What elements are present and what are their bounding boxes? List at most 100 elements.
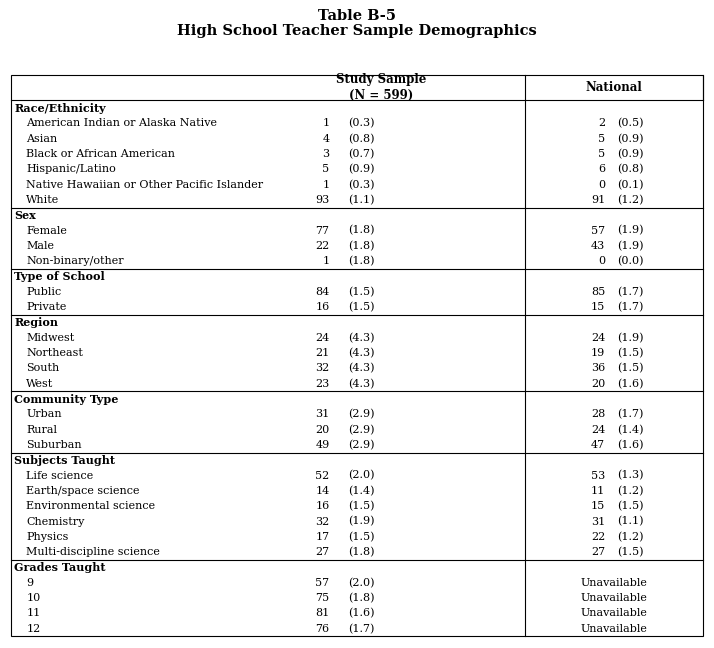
Text: Public: Public	[26, 287, 61, 297]
Text: (1.4): (1.4)	[348, 486, 375, 496]
Text: 0: 0	[598, 179, 605, 190]
Text: Midwest: Midwest	[26, 333, 75, 343]
Text: 12: 12	[26, 623, 41, 634]
Text: (1.8): (1.8)	[348, 241, 375, 251]
Text: (1.8): (1.8)	[348, 226, 375, 236]
Text: Male: Male	[26, 241, 54, 251]
Text: 2: 2	[598, 119, 605, 128]
Text: Urban: Urban	[26, 410, 62, 419]
Text: 49: 49	[315, 440, 329, 450]
Text: (0.5): (0.5)	[618, 118, 644, 128]
Text: Non-binary/other: Non-binary/other	[26, 256, 124, 266]
Text: (1.5): (1.5)	[348, 286, 375, 297]
Text: (1.7): (1.7)	[618, 302, 644, 312]
Text: (0.9): (0.9)	[618, 149, 644, 159]
Text: Environmental science: Environmental science	[26, 501, 156, 511]
Text: (1.9): (1.9)	[618, 332, 644, 343]
Text: 3: 3	[322, 149, 329, 159]
Text: 76: 76	[316, 623, 329, 634]
Text: (1.1): (1.1)	[618, 516, 644, 527]
Text: (1.8): (1.8)	[348, 256, 375, 266]
Text: (1.5): (1.5)	[618, 547, 644, 557]
Text: (2.9): (2.9)	[348, 440, 375, 450]
Text: Earth/space science: Earth/space science	[26, 486, 140, 496]
Text: (4.3): (4.3)	[348, 348, 375, 358]
Text: 1: 1	[322, 119, 329, 128]
Text: (0.8): (0.8)	[618, 164, 644, 174]
Text: Sex: Sex	[14, 210, 36, 221]
Text: American Indian or Alaska Native: American Indian or Alaska Native	[26, 119, 218, 128]
Text: (1.1): (1.1)	[348, 195, 375, 205]
Text: 1: 1	[322, 179, 329, 190]
Text: 32: 32	[315, 516, 329, 527]
Text: (0.0): (0.0)	[618, 256, 644, 266]
Text: 5: 5	[598, 149, 605, 159]
Text: (1.6): (1.6)	[348, 608, 375, 619]
Text: (1.2): (1.2)	[618, 486, 644, 496]
Text: (0.8): (0.8)	[348, 133, 375, 144]
Text: 31: 31	[591, 516, 605, 527]
Text: Black or African American: Black or African American	[26, 149, 176, 159]
Text: (1.4): (1.4)	[618, 424, 644, 435]
Text: (1.5): (1.5)	[348, 501, 375, 511]
Text: Unavailable: Unavailable	[580, 593, 648, 603]
Text: (1.5): (1.5)	[618, 364, 644, 373]
Text: 9: 9	[26, 578, 34, 588]
Text: (2.0): (2.0)	[348, 577, 375, 588]
Text: Unavailable: Unavailable	[580, 578, 648, 588]
Text: 84: 84	[315, 287, 329, 297]
Text: Physics: Physics	[26, 532, 69, 542]
Text: 24: 24	[315, 333, 329, 343]
Text: (1.5): (1.5)	[618, 348, 644, 358]
Text: 53: 53	[591, 470, 605, 481]
Text: 28: 28	[591, 410, 605, 419]
Text: 0: 0	[598, 256, 605, 266]
Text: 85: 85	[591, 287, 605, 297]
Text: (1.6): (1.6)	[618, 378, 644, 389]
Text: (1.2): (1.2)	[618, 531, 644, 542]
Text: (0.3): (0.3)	[348, 118, 375, 128]
Text: 31: 31	[315, 410, 329, 419]
Text: 11: 11	[26, 608, 41, 618]
Text: West: West	[26, 378, 54, 389]
Text: 47: 47	[591, 440, 605, 450]
Text: Study Sample: Study Sample	[336, 73, 426, 86]
Text: (0.3): (0.3)	[348, 179, 375, 190]
Text: 20: 20	[315, 424, 329, 435]
Text: (1.7): (1.7)	[618, 409, 644, 419]
Text: (4.3): (4.3)	[348, 332, 375, 343]
Text: (0.9): (0.9)	[618, 133, 644, 144]
Text: 6: 6	[598, 165, 605, 174]
Text: 43: 43	[591, 241, 605, 251]
Text: 23: 23	[315, 378, 329, 389]
Text: Native Hawaiian or Other Pacific Islander: Native Hawaiian or Other Pacific Islande…	[26, 179, 263, 190]
Text: Chemistry: Chemistry	[26, 516, 85, 527]
Text: Northeast: Northeast	[26, 348, 84, 358]
Text: Unavailable: Unavailable	[580, 623, 648, 634]
Text: 16: 16	[315, 501, 329, 511]
Text: (1.8): (1.8)	[348, 547, 375, 557]
Text: (1.2): (1.2)	[618, 195, 644, 205]
Text: (0.7): (0.7)	[348, 149, 375, 159]
Text: (4.3): (4.3)	[348, 378, 375, 389]
Text: 5: 5	[322, 165, 329, 174]
Text: (1.8): (1.8)	[348, 593, 375, 603]
Text: South: South	[26, 364, 60, 373]
Text: 22: 22	[315, 241, 329, 251]
Text: (0.9): (0.9)	[348, 164, 375, 174]
Text: 91: 91	[591, 195, 605, 205]
Text: (1.7): (1.7)	[348, 623, 375, 634]
Text: (1.9): (1.9)	[618, 241, 644, 251]
Text: 16: 16	[315, 302, 329, 312]
Text: 20: 20	[591, 378, 605, 389]
Text: (2.9): (2.9)	[348, 424, 375, 435]
Text: Private: Private	[26, 302, 67, 312]
Text: 15: 15	[591, 302, 605, 312]
Text: 19: 19	[591, 348, 605, 358]
Text: 75: 75	[316, 593, 329, 603]
Text: (2.9): (2.9)	[348, 409, 375, 419]
Text: 21: 21	[315, 348, 329, 358]
Text: 77: 77	[316, 226, 329, 236]
Text: Grades Taught: Grades Taught	[14, 562, 106, 573]
Text: (4.3): (4.3)	[348, 364, 375, 373]
